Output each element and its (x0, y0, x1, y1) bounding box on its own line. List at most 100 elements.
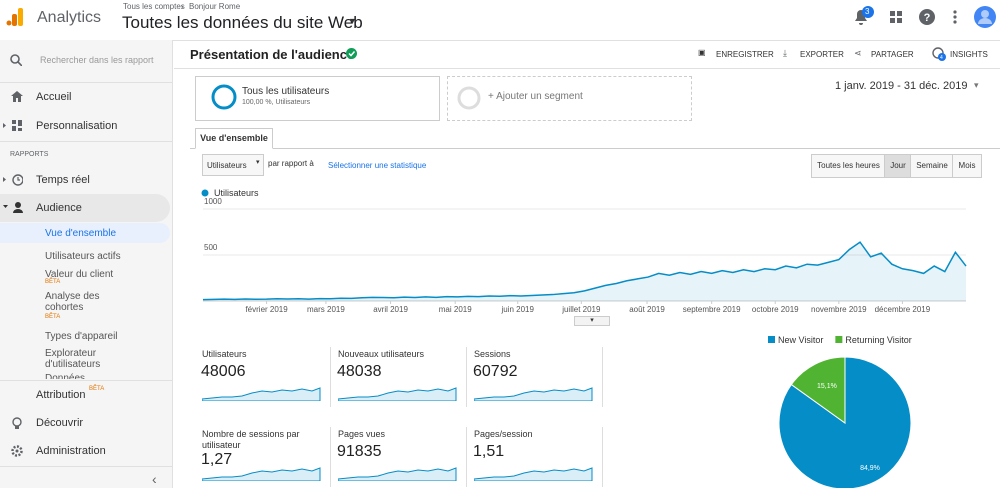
x-tick-label: juillet 2019 (561, 305, 601, 314)
metric-label: Nouveaux utilisateurs (338, 349, 425, 359)
line (202, 241, 967, 301)
help-icon[interactable]: ? (919, 9, 935, 25)
metric-tile (336, 347, 467, 407)
metric-tile (200, 347, 331, 407)
segment-detail: 100,00 %, Utilisateurs (242, 99, 311, 106)
legend-swatch (835, 336, 843, 343)
add-segment-card[interactable] (447, 76, 692, 121)
search-input[interactable]: Rechercher dans les rapport (40, 55, 154, 65)
x-tick-label: octobre 2019 (752, 305, 799, 314)
sparkline-path (202, 387, 321, 401)
date-dropdown[interactable]: ▾ (974, 80, 979, 90)
segment-name: Tous les utilisateurs (242, 86, 330, 97)
subnav-item[interactable]: Vue d'ensemble (45, 228, 117, 239)
logo (6, 8, 23, 26)
x-tick-label: février 2019 (245, 305, 288, 314)
home-icon (11, 91, 23, 102)
metric-value: 1,51 (473, 443, 505, 460)
area (203, 242, 966, 301)
sparkline-path (474, 387, 593, 401)
notification-count: 3 (865, 7, 870, 16)
select-stat[interactable]: Sélectionner une statistique (328, 161, 427, 170)
granularity-button[interactable]: Jour (884, 154, 912, 178)
legend-label: Returning Visitor (845, 335, 911, 345)
subnav-item[interactable]: Valeur du client (45, 269, 114, 280)
legend-swatch (201, 189, 209, 197)
notifications-icon[interactable] (852, 6, 874, 28)
metric-label: Nombre de sessions par utilisateur (202, 429, 300, 450)
segment-card[interactable] (195, 76, 440, 121)
y-tick-label: 1000 (204, 197, 222, 206)
app-name: Analytics (37, 9, 102, 26)
nav-item[interactable]: Découvrir (36, 417, 84, 429)
insights-count: 4 (940, 55, 943, 61)
action-button[interactable]: PARTAGER (871, 50, 914, 59)
breadcrumb-separator: › (181, 2, 184, 11)
metric-label: Utilisateurs (202, 349, 247, 359)
subnav-item[interactable]: Analyse des cohortes (45, 291, 100, 313)
audience-icon (3, 202, 23, 213)
action-button[interactable]: EXPORTER (800, 50, 844, 59)
collapse-button[interactable]: ‹ (152, 471, 157, 487)
slice-label: 84,9% (860, 465, 880, 472)
menu-icon[interactable] (952, 9, 958, 25)
breadcrumb[interactable]: Tous les comptes (123, 2, 185, 11)
nav-item[interactable]: Attribution (36, 389, 86, 401)
metric-tile (472, 347, 603, 407)
metric-label: Sessions (474, 349, 511, 359)
subnav-item[interactable]: Types d'appareil (45, 331, 118, 342)
x-tick-label: avril 2019 (373, 305, 408, 314)
compare-label: par rapport à (268, 159, 314, 168)
discover-icon (12, 417, 22, 429)
x-tick-label: septembre 2019 (683, 305, 741, 314)
add-segment[interactable]: + Ajouter un segment (488, 91, 583, 102)
metric-value: 48006 (201, 363, 246, 380)
y-tick-label: 500 (204, 243, 218, 252)
empty-segment-ring (457, 86, 481, 110)
metric-label: Pages vues (338, 429, 386, 439)
svg-text:?: ? (924, 12, 931, 24)
granularity-button[interactable]: Mois (952, 154, 982, 178)
legend-swatch (768, 336, 775, 343)
nav-active-bg (0, 194, 170, 222)
nav-item[interactable]: Temps réel (36, 174, 90, 186)
metric-value: 1,27 (201, 451, 233, 468)
sparkline-path (474, 467, 593, 481)
nav-item[interactable]: Accueil (36, 91, 72, 103)
nav-item[interactable]: Audience (36, 202, 82, 214)
date-range[interactable]: 1 janv. 2019 - 31 déc. 2019 (835, 80, 968, 92)
metric-tile (200, 427, 331, 487)
action-button[interactable]: INSIGHTS (950, 50, 988, 59)
sparkline-path (338, 387, 457, 401)
subnav-item[interactable]: Données (45, 373, 86, 379)
section-header: RAPPORTS (10, 151, 49, 158)
sparkline (338, 467, 457, 481)
action-button[interactable]: ENREGISTRER (716, 50, 774, 59)
x-tick-label: novembre 2019 (811, 305, 867, 314)
line-chart: 500 1000 février 2019 mars 2019 avril 2019 ma… (201, 188, 967, 314)
dropdown-arrow: ▾ (350, 16, 356, 27)
pie-slice (778, 356, 912, 488)
metric-select[interactable]: Utilisateurs (202, 154, 264, 176)
export-icon: ⤓ (783, 48, 787, 58)
sparkline-path (202, 467, 321, 481)
chart-toggle[interactable]: ▾ (574, 316, 610, 326)
subnav-item[interactable]: Explorateur d'utilisateurs (45, 348, 101, 370)
granularity-button[interactable]: Semaine (910, 154, 954, 178)
breadcrumb[interactable]: Bonjour Rome (189, 2, 241, 11)
sparkline (474, 467, 593, 481)
beta-badge: BÊTA (45, 279, 61, 285)
slice-label: 15,1% (817, 383, 837, 390)
avatar[interactable] (974, 6, 996, 28)
insights-icon (932, 47, 946, 61)
nav-item[interactable]: Personnalisation (36, 120, 118, 132)
apps-icon[interactable] (890, 11, 902, 23)
search-icon (10, 54, 22, 66)
nav-item[interactable]: Administration (36, 445, 106, 457)
view-selector[interactable]: Toutes les données du site Web (122, 13, 363, 32)
share-icon: ⋖ (854, 48, 862, 58)
subnav-item[interactable]: Utilisateurs actifs (45, 251, 121, 262)
metric-value: 60792 (473, 363, 518, 380)
tab[interactable]: Vue d'ensemble (195, 128, 273, 149)
granularity-button[interactable]: Toutes les heures (811, 154, 886, 178)
